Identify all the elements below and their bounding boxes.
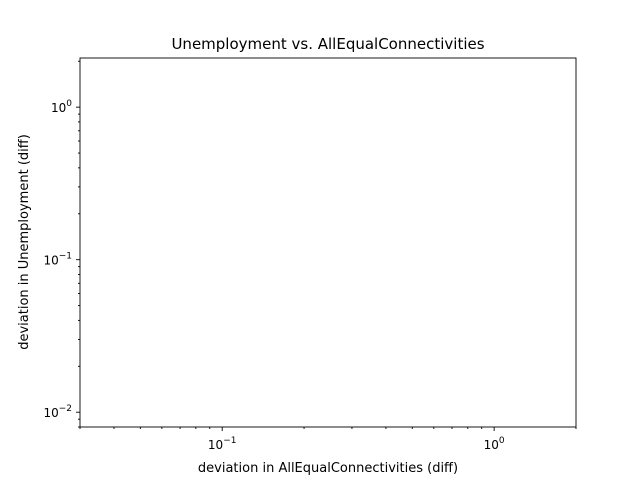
y-tick-label: 10−1: [43, 252, 72, 268]
y-tick-label: 100: [51, 99, 72, 115]
x-axis-label: deviation in AllEqualConnectivities (dif…: [198, 461, 458, 476]
y-axis-label: deviation in Unemployment (diff): [17, 134, 32, 350]
x-tick-label: 10−1: [208, 436, 237, 452]
y-tick-label: 10−2: [43, 404, 72, 420]
plot-area: [79, 57, 577, 428]
chart-title: Unemployment vs. AllEqualConnectivities: [171, 35, 484, 53]
x-tick-label: 100: [484, 436, 505, 452]
x-axis-ticks: 10−1 100: [79, 427, 577, 452]
y-axis-ticks: 10−2 10−1 100: [43, 60, 80, 428]
